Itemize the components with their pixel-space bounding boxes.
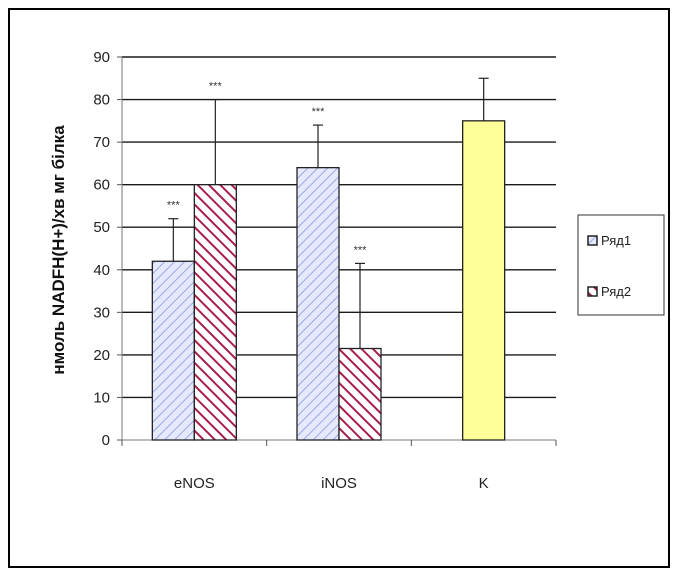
y-tick-label: 10 [93, 389, 110, 406]
bar-eNOS-series1 [151, 260, 195, 441]
y-tick-label: 40 [93, 262, 110, 279]
legend-swatch-series2 [587, 286, 598, 297]
x-tick-label: eNOS [174, 475, 215, 492]
legend-label-series1: Ряд1 [601, 233, 631, 248]
bars [151, 120, 506, 441]
bar-K-series1 [462, 120, 506, 441]
significance-label: *** [167, 200, 181, 212]
y-tick-label: 90 [93, 49, 110, 66]
bar-eNOS-series2 [193, 184, 237, 441]
y-tick-label: 20 [93, 347, 110, 364]
x-tick-label: K [479, 475, 489, 492]
y-tick-label: 0 [102, 432, 110, 449]
x-tick-labels: eNOS iNOS K [174, 475, 489, 492]
x-tick-label: iNOS [321, 475, 357, 492]
significance-label: *** [209, 81, 223, 93]
legend-box [577, 214, 665, 316]
legend-label-series2: Ряд2 [601, 284, 631, 299]
legend-swatch-series1 [587, 235, 598, 246]
y-tick-label: 80 [93, 92, 110, 109]
bar-chart: *** *** *** *** 0 10 20 30 40 50 60 70 80 90 eNOS iNO… [49, 49, 665, 492]
legend: Ряд1 Ряд2 [577, 214, 665, 316]
bar-iNOS-series1 [296, 166, 340, 441]
y-tick-labels: 0 10 20 30 40 50 60 70 80 90 [93, 49, 110, 449]
significance-annotations: *** *** *** *** [167, 81, 367, 257]
significance-label: *** [354, 244, 368, 256]
y-tick-label: 60 [93, 177, 110, 194]
error-bars [168, 77, 489, 349]
significance-label: *** [312, 106, 326, 118]
bar-iNOS-series2 [338, 347, 382, 441]
y-tick-label: 70 [93, 134, 110, 151]
y-axis-label: нмоль NADFH(H+)/хв мг білка [49, 125, 68, 375]
y-tick-label: 30 [93, 304, 110, 321]
y-tick-label: 50 [93, 219, 110, 236]
